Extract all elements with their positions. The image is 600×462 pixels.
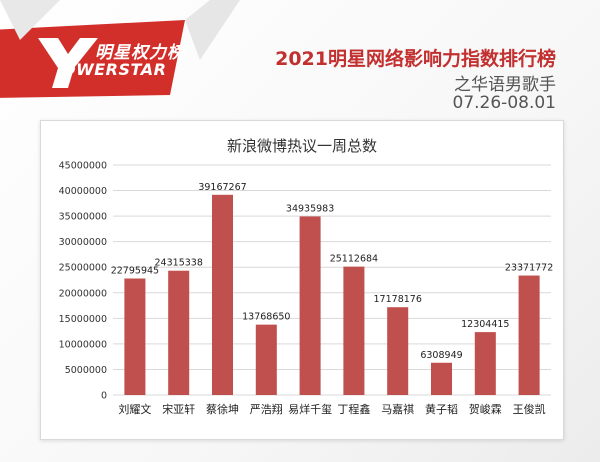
bar-value-label: 22795945 xyxy=(111,265,159,276)
bar xyxy=(299,216,321,395)
bar-value-label: 17178176 xyxy=(374,294,422,305)
bar-value-label: 25112684 xyxy=(330,254,378,265)
bar xyxy=(387,307,409,395)
y-tick-label: 40000000 xyxy=(59,186,107,197)
x-tick-label: 蔡徐坤 xyxy=(206,402,239,416)
y-tick-label: 25000000 xyxy=(59,263,107,274)
powerstar-logo-icon xyxy=(38,38,98,88)
x-tick-label: 易烊千玺 xyxy=(288,402,332,416)
bar-value-label: 13768650 xyxy=(242,312,290,323)
bar-value-label: 12304415 xyxy=(461,319,509,330)
date-range: 07.26-08.01 xyxy=(452,93,556,113)
y-tick-label: 5000000 xyxy=(65,365,107,376)
bar-value-label: 34935983 xyxy=(286,203,334,214)
y-axis-ticks: 0 5000000 10000000 15000000 20000000 25000000… xyxy=(59,161,107,402)
bar-value-label: 6308949 xyxy=(420,350,462,361)
bar xyxy=(255,324,277,395)
chart-card: 新浪微博热议一周总数 0 5000000 10000000 15000000 20000… xyxy=(40,120,564,440)
y-tick-label: 45000000 xyxy=(59,161,107,172)
x-tick-label: 黄子韬 xyxy=(425,402,458,416)
bar xyxy=(343,266,365,395)
bar xyxy=(211,194,234,395)
bar xyxy=(168,270,190,395)
x-tick-label: 宋亚轩 xyxy=(162,402,195,416)
bar xyxy=(518,275,540,395)
y-tick-label: 35000000 xyxy=(59,212,107,223)
x-tick-label: 刘耀文 xyxy=(118,402,151,416)
x-tick-label: 马嘉祺 xyxy=(381,402,414,416)
bars xyxy=(124,194,540,395)
bar xyxy=(474,332,496,395)
y-tick-label: 30000000 xyxy=(59,237,107,248)
logo-band: 明星权力榜 OWERSTAR xyxy=(0,0,600,110)
bar xyxy=(124,278,146,395)
logo-chinese-text: 明星权力榜 xyxy=(95,43,185,63)
x-axis-ticks: 刘耀文 宋亚轩 蔡徐坤 严浩翔 易烊千玺 丁程鑫 马嘉祺 黄子韬 贺峻霖 王俊凯 xyxy=(118,402,545,416)
logo-english-text: OWERSTAR xyxy=(62,60,167,79)
bar-value-label: 23371772 xyxy=(505,263,553,274)
y-tick-label: 10000000 xyxy=(59,339,107,350)
page-title: 2021明星网络影响力指数排行榜 xyxy=(275,48,556,70)
chart-title: 新浪微博热议一周总数 xyxy=(227,137,377,155)
x-tick-label: 丁程鑫 xyxy=(337,402,370,416)
y-tick-label: 20000000 xyxy=(59,288,107,299)
x-tick-label: 贺峻霖 xyxy=(469,402,502,416)
x-tick-label: 严浩翔 xyxy=(250,402,283,416)
bar-value-label: 24315338 xyxy=(155,258,203,269)
y-tick-label: 15000000 xyxy=(59,314,107,325)
bar-chart: 新浪微博热议一周总数 0 5000000 10000000 15000000 20000… xyxy=(59,137,554,416)
page-subtitle: 之华语男歌手 xyxy=(454,75,556,95)
y-tick-label: 0 xyxy=(101,391,107,402)
bar xyxy=(430,362,453,395)
bar-value-label: 39167267 xyxy=(198,182,246,193)
x-tick-label: 王俊凯 xyxy=(513,402,546,416)
